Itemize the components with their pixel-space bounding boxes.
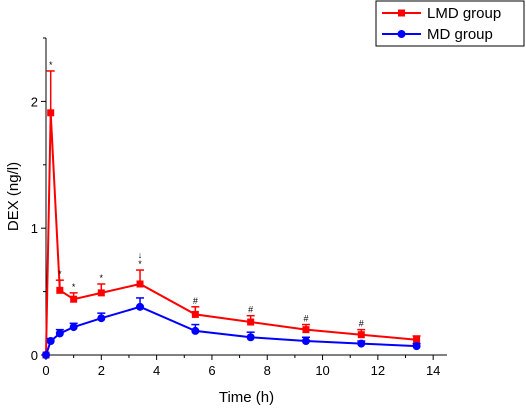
data-point (301, 337, 310, 346)
data-point (47, 109, 55, 117)
data-point (56, 286, 64, 294)
data-point (136, 302, 145, 311)
data-point (136, 280, 144, 288)
data-point (70, 295, 78, 303)
legend-label: LMD group (427, 5, 501, 22)
x-tick-label: 0 (42, 363, 49, 378)
x-tick-label: 2 (98, 363, 105, 378)
legend-box (375, 0, 525, 47)
y-tick-label: 0 (31, 348, 38, 363)
legend-label: MD group (427, 26, 493, 43)
data-point (97, 289, 105, 297)
significance-mark: # (303, 314, 308, 324)
data-point (302, 326, 310, 334)
significance-mark: * (100, 273, 104, 283)
x-tick-label: 6 (208, 363, 215, 378)
data-point (412, 342, 421, 351)
x-tick-label: 10 (315, 363, 329, 378)
data-point (46, 337, 55, 346)
y-axis-title: DEX (ng/l) (5, 162, 22, 231)
plot-area (42, 70, 421, 359)
data-point (413, 336, 421, 344)
legend-marker (398, 9, 405, 17)
data-point (55, 329, 64, 338)
series-md (42, 297, 421, 359)
significance-mark: # (359, 319, 364, 329)
y-tick-label: 2 (31, 94, 38, 109)
legend-marker (397, 30, 406, 38)
series-lmd (42, 70, 421, 359)
data-point (42, 351, 50, 359)
data-point (357, 331, 365, 339)
data-point (247, 318, 255, 326)
significance-mark: * (49, 60, 53, 70)
data-point (357, 339, 366, 348)
data-point (191, 310, 199, 318)
data-point (97, 314, 106, 323)
x-tick-label: 8 (264, 363, 271, 378)
significance-annotations: ****↓*#### (49, 60, 364, 329)
x-tick-label: 4 (153, 363, 160, 378)
significance-mark: ↓ (138, 250, 143, 260)
significance-mark: * (72, 282, 76, 292)
data-point (191, 326, 200, 335)
significance-mark: * (58, 269, 62, 279)
significance-mark: * (138, 259, 142, 269)
y-tick-label: 1 (31, 221, 38, 236)
x-axis-title: Time (h) (219, 389, 274, 406)
significance-mark: # (193, 296, 198, 306)
data-point (246, 333, 255, 342)
significance-mark: # (248, 305, 253, 315)
legend: LMD group MD group (375, 0, 525, 47)
x-tick-label: 12 (371, 363, 385, 378)
data-point (69, 323, 78, 332)
x-tick-label: 14 (426, 363, 440, 378)
